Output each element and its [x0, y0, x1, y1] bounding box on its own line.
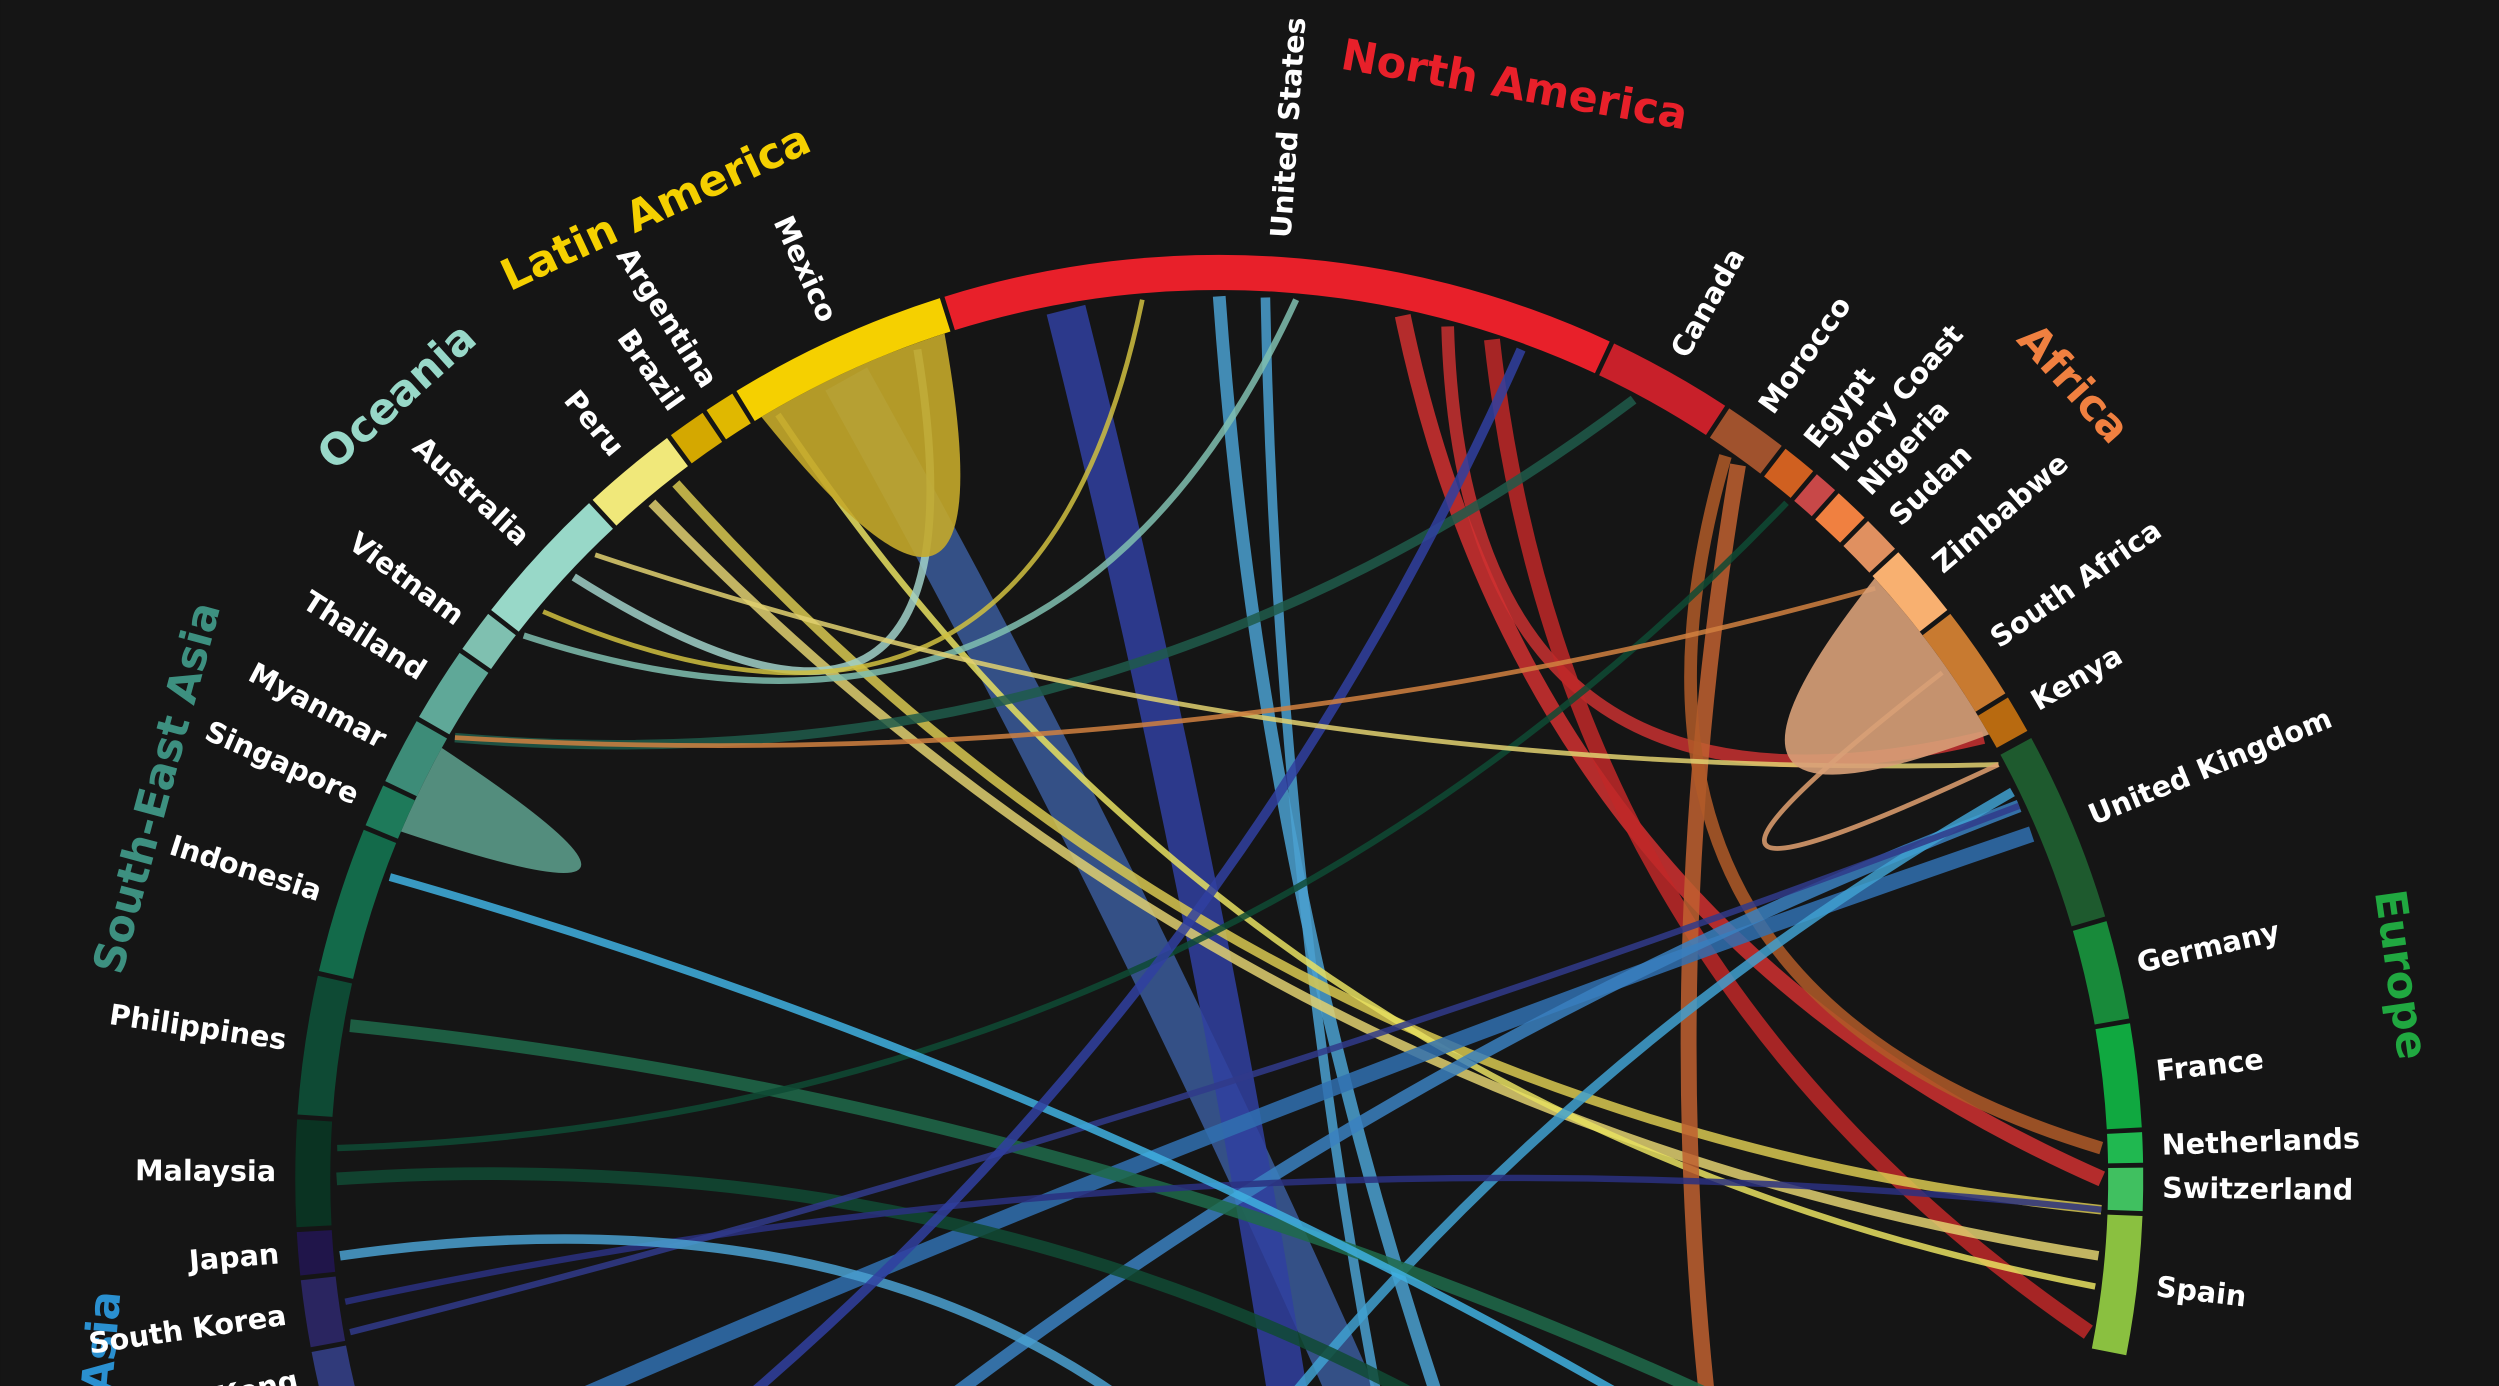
country-segment — [1843, 520, 1896, 573]
country-segment — [2000, 738, 2106, 927]
country-label: Japan — [186, 1236, 281, 1277]
self-chord — [761, 333, 961, 558]
chord — [954, 799, 2022, 1386]
country-segment — [419, 652, 489, 735]
country-segment — [2091, 1214, 2143, 1356]
country-segment — [300, 1276, 346, 1348]
country-segment — [1815, 493, 1865, 543]
self-chord — [1784, 578, 1990, 775]
chord — [388, 873, 1615, 1386]
country-segment — [1922, 613, 2006, 712]
country-segment — [1764, 448, 1814, 498]
chord — [594, 552, 1999, 769]
country-segment — [2107, 1167, 2144, 1212]
chord — [1260, 297, 1381, 1386]
country-segment — [1977, 697, 2028, 748]
chord — [349, 802, 2021, 1336]
country-segment — [1599, 343, 1726, 436]
chord — [349, 1019, 1705, 1386]
chord — [337, 500, 1789, 1152]
chords — [336, 295, 2106, 1386]
country-segment — [2095, 1023, 2142, 1130]
country-segment — [670, 412, 723, 464]
chord — [1046, 304, 1307, 1386]
chord — [336, 1167, 1411, 1386]
country-segment — [2072, 921, 2130, 1025]
country-segment — [2107, 1132, 2144, 1164]
chord — [339, 1234, 1112, 1386]
country-segment — [297, 975, 353, 1117]
chord — [1484, 338, 2093, 1339]
chord — [1212, 295, 1441, 1386]
country-segment — [592, 438, 688, 526]
country-segment — [462, 613, 516, 670]
chord — [775, 412, 2096, 1290]
chord — [1294, 787, 2015, 1386]
country-label: Malaysia — [135, 1153, 276, 1188]
self-chord — [400, 747, 582, 874]
country-segment — [385, 721, 448, 797]
chord — [542, 299, 1145, 676]
country-segment — [311, 1345, 355, 1386]
chord — [1680, 463, 1746, 1386]
chord — [752, 347, 1526, 1386]
country-segment — [706, 393, 751, 440]
country-segment — [318, 829, 397, 979]
country-label: Netherlands — [2161, 1121, 2360, 1162]
chord — [522, 298, 1300, 684]
country-segment — [1794, 474, 1836, 517]
chord — [584, 826, 2035, 1386]
country-segment — [365, 785, 415, 839]
chord — [454, 586, 1876, 748]
country-segment — [944, 254, 1610, 374]
country-segment — [1709, 408, 1782, 474]
chord — [1684, 454, 2104, 1155]
country-segment — [1872, 552, 1948, 632]
country-segment — [295, 1119, 333, 1228]
country-segment — [296, 1230, 336, 1276]
country-segment — [491, 503, 613, 632]
country-label: Switzerland — [2162, 1171, 2353, 1207]
country-segment — [736, 298, 951, 421]
